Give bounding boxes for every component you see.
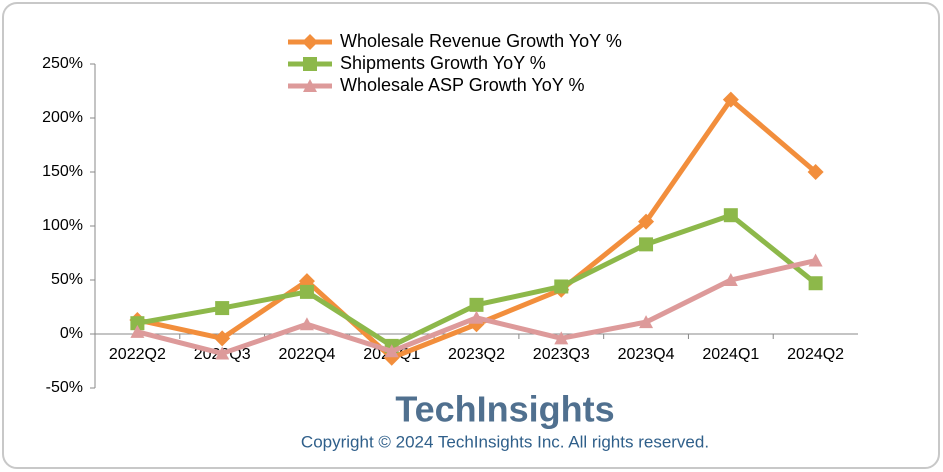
point xyxy=(554,279,569,294)
y-tick-label: 150% xyxy=(42,163,83,180)
x-tick-label: 2024Q1 xyxy=(702,346,759,363)
point xyxy=(130,316,145,331)
point xyxy=(808,253,823,267)
point xyxy=(384,344,399,358)
point xyxy=(215,301,230,316)
point xyxy=(299,284,314,299)
legend-label: Wholesale ASP Growth YoY % xyxy=(340,75,585,95)
y-tick-label: 250% xyxy=(42,55,83,72)
point xyxy=(299,317,314,331)
point xyxy=(638,213,655,230)
point xyxy=(723,273,738,286)
y-tick-label: 200% xyxy=(42,109,83,126)
y-tick-label: 50% xyxy=(51,271,83,288)
point xyxy=(130,324,145,338)
point xyxy=(302,34,318,50)
x-tick-label: 2023Q4 xyxy=(618,346,675,363)
point xyxy=(722,91,739,108)
point xyxy=(639,237,654,252)
x-tick-label: 2023Q3 xyxy=(533,346,590,363)
copyright: Copyright © 2024 TechInsights Inc. All r… xyxy=(301,432,709,451)
x-tick-label: 2023Q2 xyxy=(448,346,505,363)
point xyxy=(303,57,317,71)
legend-label: Wholesale Revenue Growth YoY % xyxy=(340,31,622,51)
point xyxy=(723,208,738,223)
point xyxy=(303,79,317,92)
point xyxy=(554,331,569,345)
point xyxy=(807,164,824,180)
point xyxy=(214,330,231,347)
logo: TechInsights xyxy=(395,389,614,430)
x-tick-label: 2022Q2 xyxy=(109,346,166,363)
x-tick-label: 2022Q4 xyxy=(278,346,335,363)
y-tick-label: 100% xyxy=(42,217,83,234)
point xyxy=(639,315,654,329)
point xyxy=(469,310,484,324)
point xyxy=(808,276,823,291)
legend-label: Shipments Growth YoY % xyxy=(340,53,546,73)
point xyxy=(215,346,230,360)
y-tick-label: 0% xyxy=(60,325,83,342)
point xyxy=(469,297,484,312)
x-tick-label: 2024Q2 xyxy=(787,346,844,363)
y-tick-label: -50% xyxy=(46,379,83,396)
